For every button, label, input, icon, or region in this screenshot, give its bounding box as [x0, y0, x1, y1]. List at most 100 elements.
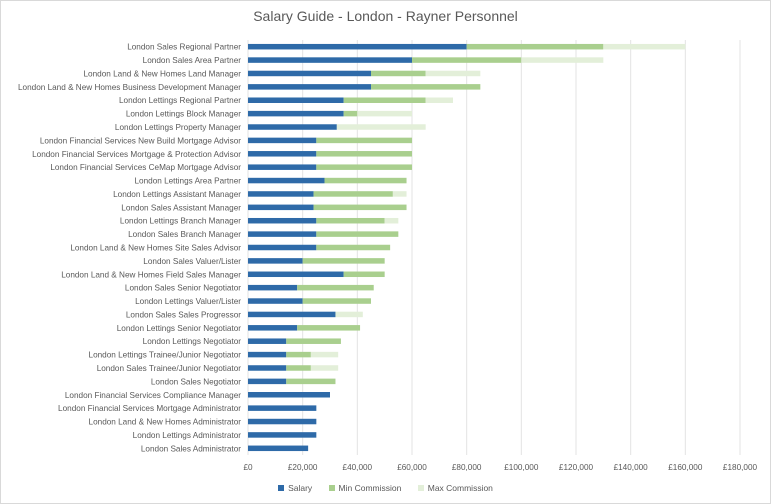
- category-label: London Financial Services New Build Mort…: [40, 136, 241, 145]
- x-tick-label: £160,000: [668, 463, 703, 472]
- bar-salary: [248, 271, 344, 278]
- category-label: London Lettings Regional Partner: [119, 96, 241, 105]
- bar-salary: [248, 177, 325, 184]
- bar-salary: [248, 57, 412, 63]
- legend-item-max-commission: Max Commission: [417, 483, 493, 493]
- bar-min-commission: [313, 204, 407, 211]
- category-label: London Lettings Branch Manager: [120, 217, 241, 226]
- bar-salary: [248, 392, 330, 398]
- category-labels: London Sales Regional Partner London Sale…: [18, 43, 241, 454]
- bar-max-commission: [425, 70, 481, 77]
- bar-salary: [248, 137, 317, 144]
- bar-salary: [248, 365, 287, 371]
- category-label: London Lettings Administrator: [133, 431, 242, 440]
- bar-salary: [248, 258, 303, 264]
- bar-max-commission: [357, 110, 412, 117]
- x-tick-label: £20,000: [288, 463, 318, 472]
- bar-salary: [248, 84, 371, 90]
- bar-min-commission: [371, 70, 426, 77]
- bar-min-commission: [412, 57, 522, 63]
- bar-min-commission: [297, 284, 374, 291]
- legend-label-max-commission: Max Commission: [427, 483, 493, 493]
- category-label: London Land & New Homes Administrator: [89, 418, 242, 427]
- bar-salary: [248, 351, 287, 358]
- category-label: London Land & New Homes Field Sales Mana…: [61, 270, 241, 279]
- category-label: London Land & New Homes Site Sales Advis…: [70, 244, 241, 253]
- bar-max-commission: [335, 311, 363, 318]
- legend-label-min-commission: Min Commission: [338, 483, 402, 493]
- bar-salary: [248, 405, 317, 411]
- bar-min-commission: [343, 97, 426, 103]
- bar-salary: [248, 97, 344, 103]
- bar-min-commission: [313, 191, 393, 197]
- bar-min-commission: [286, 351, 311, 358]
- category-label: London Lettings Trainee/Junior Negotiato…: [89, 351, 242, 360]
- bar-min-commission: [371, 84, 481, 90]
- bar-min-commission: [316, 137, 412, 144]
- category-label: London Sales Area Partner: [143, 56, 242, 65]
- x-tick-labels: £0 £20,000 £40,000 £60,000 £80,000 £100,000 £1…: [243, 463, 757, 472]
- bar-min-commission: [302, 298, 371, 304]
- category-label: London Sales Trainee/Junior Negotiator: [97, 364, 242, 373]
- bar-salary: [248, 124, 337, 130]
- category-label: London Sales Assistant Manager: [121, 203, 241, 212]
- bar-min-commission: [316, 217, 385, 224]
- category-label: London Financial Services Mortgage & Pro…: [32, 150, 241, 159]
- category-label: London Lettings Block Manager: [126, 110, 241, 119]
- bar-salary: [248, 325, 298, 331]
- category-label: London Lettings Area Partner: [134, 177, 241, 186]
- category-label: London Lettings Assistant Manager: [113, 190, 241, 199]
- x-tick-label: £80,000: [452, 463, 482, 472]
- bar-salary: [248, 445, 309, 452]
- legend-label-salary: Salary: [288, 483, 313, 493]
- bar-min-commission: [466, 43, 604, 50]
- legend-swatch-min-commission: [328, 485, 335, 491]
- category-label: London Financial Services Compliance Man…: [65, 391, 241, 400]
- legend-item-salary: Salary: [278, 483, 312, 493]
- bar-salary: [248, 284, 298, 291]
- bar-min-commission: [286, 378, 336, 385]
- bar-salary: [248, 70, 371, 77]
- bar-min-commission: [316, 164, 412, 170]
- category-label: London Lettings Negotiator: [143, 337, 242, 346]
- x-tick-label: £180,000: [723, 463, 758, 472]
- category-label: London Sales Administrator: [141, 444, 241, 453]
- bar-salary: [248, 298, 303, 304]
- x-tick-label: £140,000: [614, 463, 649, 472]
- bar-salary: [248, 231, 317, 237]
- category-label: London Lettings Senior Negotiator: [117, 324, 242, 333]
- bar-max-commission: [392, 191, 407, 197]
- x-tick-label: £100,000: [504, 463, 539, 472]
- bar-min-commission: [286, 365, 311, 371]
- bar-max-commission: [384, 217, 399, 224]
- bar-min-commission: [302, 258, 385, 264]
- bar-salary: [248, 338, 287, 344]
- category-label: London Lettings Valuer/Lister: [135, 297, 241, 306]
- chart-title: Salary Guide - London - Rayner Personnel: [253, 8, 518, 24]
- category-label: London Sales Valuer/Lister: [143, 257, 241, 266]
- category-label: London Financial Services CeMap Mortgage…: [50, 163, 241, 172]
- bar-max-commission: [603, 43, 686, 50]
- legend-swatch-max-commission: [417, 485, 424, 491]
- category-label: London Land & New Homes Business Develop…: [18, 83, 241, 92]
- category-label: London Sales Regional Partner: [127, 43, 241, 52]
- bar-salary: [248, 217, 317, 224]
- bar-salary: [248, 164, 317, 170]
- bar-min-commission: [316, 151, 412, 157]
- bar-min-commission: [316, 231, 399, 237]
- bar-salary: [248, 204, 314, 211]
- bar-salary: [248, 191, 314, 197]
- bar-salary: [248, 110, 344, 117]
- bar-salary: [248, 43, 467, 50]
- bar-salary: [248, 151, 317, 157]
- bar-min-commission: [286, 338, 341, 344]
- category-label: London Land & New Homes Land Manager: [84, 69, 242, 78]
- legend-item-min-commission: Min Commission: [328, 483, 402, 493]
- bar-max-commission: [336, 124, 426, 130]
- legend-swatch-salary: [278, 485, 285, 491]
- category-label: London Sales Negotiator: [151, 377, 241, 386]
- category-label: London Financial Services Mortgage Admin…: [58, 404, 241, 413]
- bar-salary: [248, 311, 336, 318]
